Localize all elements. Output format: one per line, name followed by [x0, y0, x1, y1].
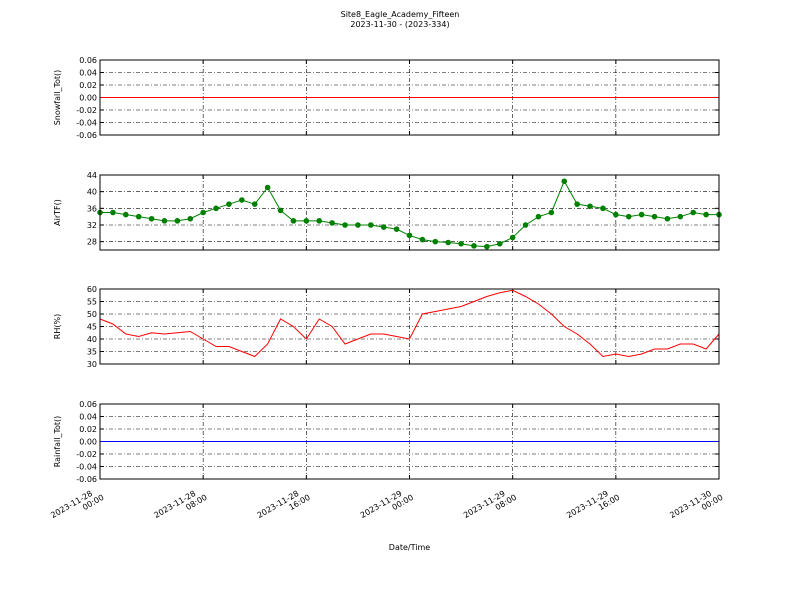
y-tick-label: 0.06: [79, 56, 97, 65]
y-tick-label: 0.02: [79, 425, 97, 434]
y-tick-label: 44: [87, 171, 97, 180]
marker: [316, 218, 323, 224]
marker: [135, 213, 142, 220]
title: Site8_Eagle_Academy_Fifteen: [341, 10, 460, 19]
marker: [561, 178, 568, 185]
y-tick-label: 55: [87, 298, 97, 307]
marker: [380, 224, 387, 230]
marker: [251, 201, 258, 207]
marker: [200, 209, 206, 216]
x-tick-label: 2023-11-2816:00: [256, 485, 312, 528]
y-tick-label: 0.00: [79, 94, 97, 103]
y-tick-label: -0.04: [76, 119, 97, 128]
marker: [509, 234, 516, 241]
y-axis-label: RH(%): [53, 314, 62, 339]
marker: [638, 211, 645, 218]
marker: [535, 213, 542, 220]
y-tick-label: 40: [87, 188, 97, 197]
marker: [110, 209, 116, 216]
y-tick-label: 50: [87, 310, 97, 319]
y-tick-label: 60: [87, 285, 97, 294]
y-tick-label: 0.00: [79, 438, 97, 447]
y-tick-label: 30: [87, 360, 97, 369]
y-tick-label: -0.04: [76, 463, 97, 472]
marker: [587, 203, 593, 210]
x-tick-label: 2023-11-2916:00: [565, 485, 621, 528]
marker: [600, 205, 606, 212]
marker: [432, 238, 439, 245]
x-tick-label: 2023-11-2900:00: [359, 485, 415, 528]
marker: [239, 197, 245, 203]
y-tick-label: 32: [87, 221, 97, 230]
marker: [458, 240, 464, 247]
y-tick-label: -0.06: [76, 475, 97, 484]
x-tick-label: 2023-11-2808:00: [152, 485, 208, 528]
x-tick-label: 2023-11-2800:00: [49, 485, 105, 528]
marker: [703, 211, 709, 218]
y-axis-label: AirTF(): [53, 199, 62, 226]
marker: [213, 205, 219, 212]
marker: [484, 243, 490, 250]
y-tick-label: -0.02: [76, 106, 97, 115]
marker: [277, 207, 284, 214]
marker: [329, 220, 335, 226]
axes-frame: [99, 403, 720, 480]
y-tick-label: 40: [87, 335, 97, 344]
marker: [303, 218, 310, 224]
marker: [406, 232, 413, 239]
marker: [148, 215, 155, 222]
x-tick-label: 2023-11-3000:00: [668, 485, 724, 528]
marker: [471, 243, 477, 249]
marker: [264, 184, 271, 191]
x-tick-label: 2023-11-2908:00: [462, 485, 518, 528]
marker: [677, 213, 684, 220]
marker: [574, 201, 580, 207]
y-tick-label: 0.06: [79, 400, 97, 409]
y-tick-label: -0.06: [76, 131, 97, 140]
marker: [522, 222, 529, 228]
axes-frame: [99, 174, 720, 251]
marker: [393, 226, 400, 232]
marker: [651, 213, 658, 220]
marker: [187, 215, 194, 222]
marker: [664, 215, 671, 222]
x-axis-label: Date/Time: [389, 543, 430, 552]
subtitle: 2023-11-30 - (2023-334): [350, 20, 449, 29]
y-tick-label: 45: [87, 323, 97, 332]
marker: [625, 213, 632, 220]
marker: [548, 209, 555, 216]
axes-frame: [99, 59, 720, 136]
y-tick-label: 0.04: [79, 69, 97, 78]
marker: [161, 218, 168, 224]
y-axis-label: Snowfall_Tot(): [53, 70, 62, 126]
marker: [122, 211, 129, 218]
marker: [290, 218, 297, 224]
y-tick-label: 0.04: [79, 413, 97, 422]
marker: [496, 240, 503, 247]
y-tick-label: -0.02: [76, 450, 97, 459]
marker: [613, 211, 619, 218]
marker: [690, 209, 697, 216]
y-axis-label: Rainfall_Tot(): [53, 416, 62, 468]
marker: [445, 239, 451, 246]
marker: [342, 222, 348, 228]
y-tick-label: 28: [87, 238, 97, 247]
marker: [419, 236, 426, 243]
marker: [174, 218, 181, 224]
y-tick-label: 36: [87, 204, 97, 213]
y-tick-label: 0.02: [79, 81, 97, 90]
y-tick-label: 35: [87, 348, 97, 357]
marker: [368, 222, 374, 228]
series-line: [99, 289, 720, 358]
marker: [355, 222, 361, 228]
marker: [226, 201, 232, 207]
axes-frame: [99, 288, 720, 365]
